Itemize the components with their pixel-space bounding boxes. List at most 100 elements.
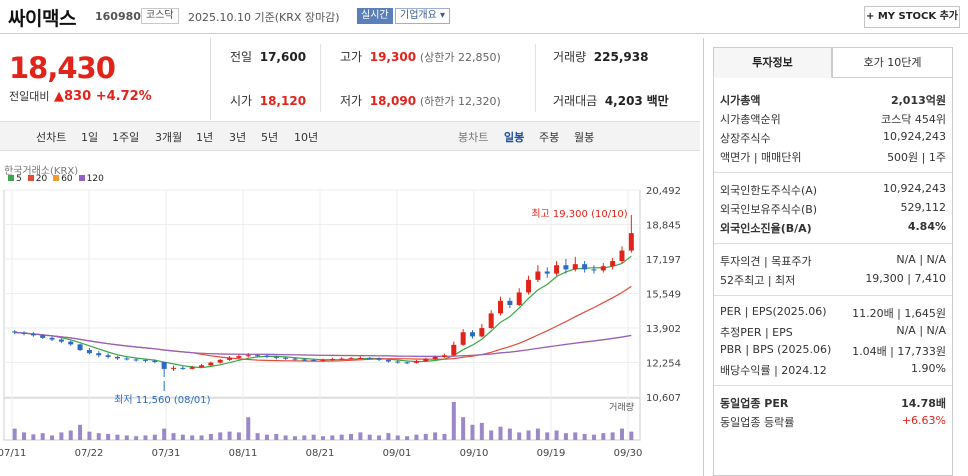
volume-bar	[236, 432, 241, 440]
volume-bar	[274, 433, 279, 440]
volume-bar	[498, 426, 503, 440]
tab-orderbook[interactable]: 호가 10단계	[832, 47, 953, 78]
volume-bar	[339, 434, 344, 440]
tab-weekly[interactable]: 주봉	[539, 131, 560, 144]
candle	[227, 357, 233, 360]
candle	[180, 367, 186, 369]
x-tick-label: 09/01	[383, 448, 412, 459]
volume-bar	[405, 436, 410, 440]
legend-ma-120: 120	[78, 174, 104, 184]
quote-date: 2025.10.10 기준(KRX 장마감)	[188, 11, 340, 24]
volume-bar	[610, 432, 615, 440]
ma-line-120	[14, 331, 632, 357]
volume-bar	[591, 434, 596, 440]
high-annotation: 최고 19,300 (10/10)	[531, 208, 627, 220]
period-bar: 선차트 1일 1주일 3개월 1년 3년 5년 10년 봉차트 일봉 주봉 월봉	[0, 121, 700, 151]
my-stock-add-button[interactable]: + MY STOCK 추가	[864, 6, 960, 28]
volume-bar	[358, 432, 363, 440]
info-value: 1.90%	[911, 362, 946, 375]
candle	[432, 356, 438, 360]
y-tick-label: 10,607	[646, 393, 681, 404]
candle	[77, 344, 83, 351]
tab-monthly[interactable]: 월봉	[574, 131, 595, 144]
volume-bar	[563, 433, 568, 440]
candle	[255, 355, 261, 357]
tab-line-chart[interactable]: 선차트	[36, 131, 67, 144]
volume-bar	[330, 435, 335, 440]
volume-bar	[489, 430, 494, 440]
invest-info-panel: 시가총액 2,013억원 시가총액순위 코스닥 454위 상장주식수 10,924,243…	[713, 78, 953, 476]
candle	[68, 341, 74, 345]
candle	[572, 264, 578, 270]
candle	[413, 361, 419, 363]
tab-3m[interactable]: 3개월	[155, 131, 183, 144]
chevron-down-icon: ▾	[440, 10, 446, 21]
candle	[329, 359, 335, 361]
volume-bar	[377, 435, 382, 440]
info-label: 시가총액순위	[720, 113, 781, 126]
volume-bar	[582, 433, 587, 440]
volume-bar	[227, 431, 232, 440]
candle	[582, 264, 588, 270]
y-tick-label: 17,197	[646, 255, 681, 266]
info-label: 외국인소진율(B/A)	[720, 222, 812, 235]
x-tick-label: 09/10	[460, 448, 489, 459]
info-value: 코스닥 454위	[881, 113, 946, 126]
volume-bar	[218, 432, 223, 440]
divider	[714, 295, 952, 296]
candle	[591, 269, 597, 271]
candle	[189, 367, 195, 369]
tab-10y[interactable]: 10년	[294, 131, 319, 144]
tab-1y[interactable]: 1년	[196, 131, 214, 144]
x-tick-label: 07/11	[0, 448, 26, 459]
y-tick-label: 12,254	[646, 359, 681, 370]
candle	[273, 356, 279, 358]
volume-bar	[12, 428, 17, 440]
stock-chart[interactable]: 20,492 18,845 17,197 15,549 13,902 12,254 10,6…	[0, 185, 700, 476]
tab-5y[interactable]: 5년	[261, 131, 279, 144]
tab-invest-info[interactable]: 투자정보	[713, 47, 832, 78]
volume-bar	[106, 433, 111, 440]
volume-bar	[629, 431, 634, 440]
volume-bar	[292, 436, 297, 440]
tab-1d[interactable]: 1일	[81, 131, 99, 144]
info-value: 2,013억원	[890, 94, 946, 107]
y-tick-label: 13,902	[646, 324, 681, 335]
volume-bar	[50, 435, 55, 440]
legend-ma-60: 60	[53, 174, 73, 184]
tab-daily[interactable]: 일봉	[504, 131, 525, 144]
ma-line-20	[14, 285, 632, 362]
x-tick-label: 08/21	[306, 448, 335, 459]
volume-bar	[526, 430, 531, 440]
volume-bar	[283, 435, 288, 440]
candle	[301, 359, 307, 361]
info-value: +6.63%	[901, 414, 946, 427]
volume-bar	[461, 417, 466, 440]
volume-bar	[22, 432, 27, 440]
candle	[498, 300, 504, 314]
candle	[208, 362, 214, 366]
volume-bar	[87, 431, 92, 440]
live-button[interactable]: 실시간	[357, 8, 393, 24]
candle	[554, 265, 560, 274]
candle	[49, 337, 55, 340]
candle	[357, 357, 363, 359]
tab-3y[interactable]: 3년	[229, 131, 247, 144]
legend-ma-20: 20	[27, 174, 47, 184]
volume-bar	[545, 432, 550, 440]
corp-info-button[interactable]: 기업개요 ▾	[395, 8, 451, 24]
volume-bar	[68, 430, 73, 440]
candle	[395, 361, 401, 363]
candle	[283, 357, 289, 359]
volume-bar	[143, 435, 148, 440]
low-price: 저가 18,090 (하한가 12,320)	[340, 94, 501, 108]
candle	[161, 361, 167, 369]
volume-bar	[40, 433, 45, 440]
tab-1w[interactable]: 1주일	[112, 131, 140, 144]
candle	[124, 358, 130, 360]
candle	[628, 233, 634, 251]
candle	[86, 350, 92, 354]
x-tick-label: 07/31	[152, 448, 181, 459]
candle	[105, 355, 111, 357]
chart-source: 한국거래소(KRX)	[4, 166, 79, 177]
